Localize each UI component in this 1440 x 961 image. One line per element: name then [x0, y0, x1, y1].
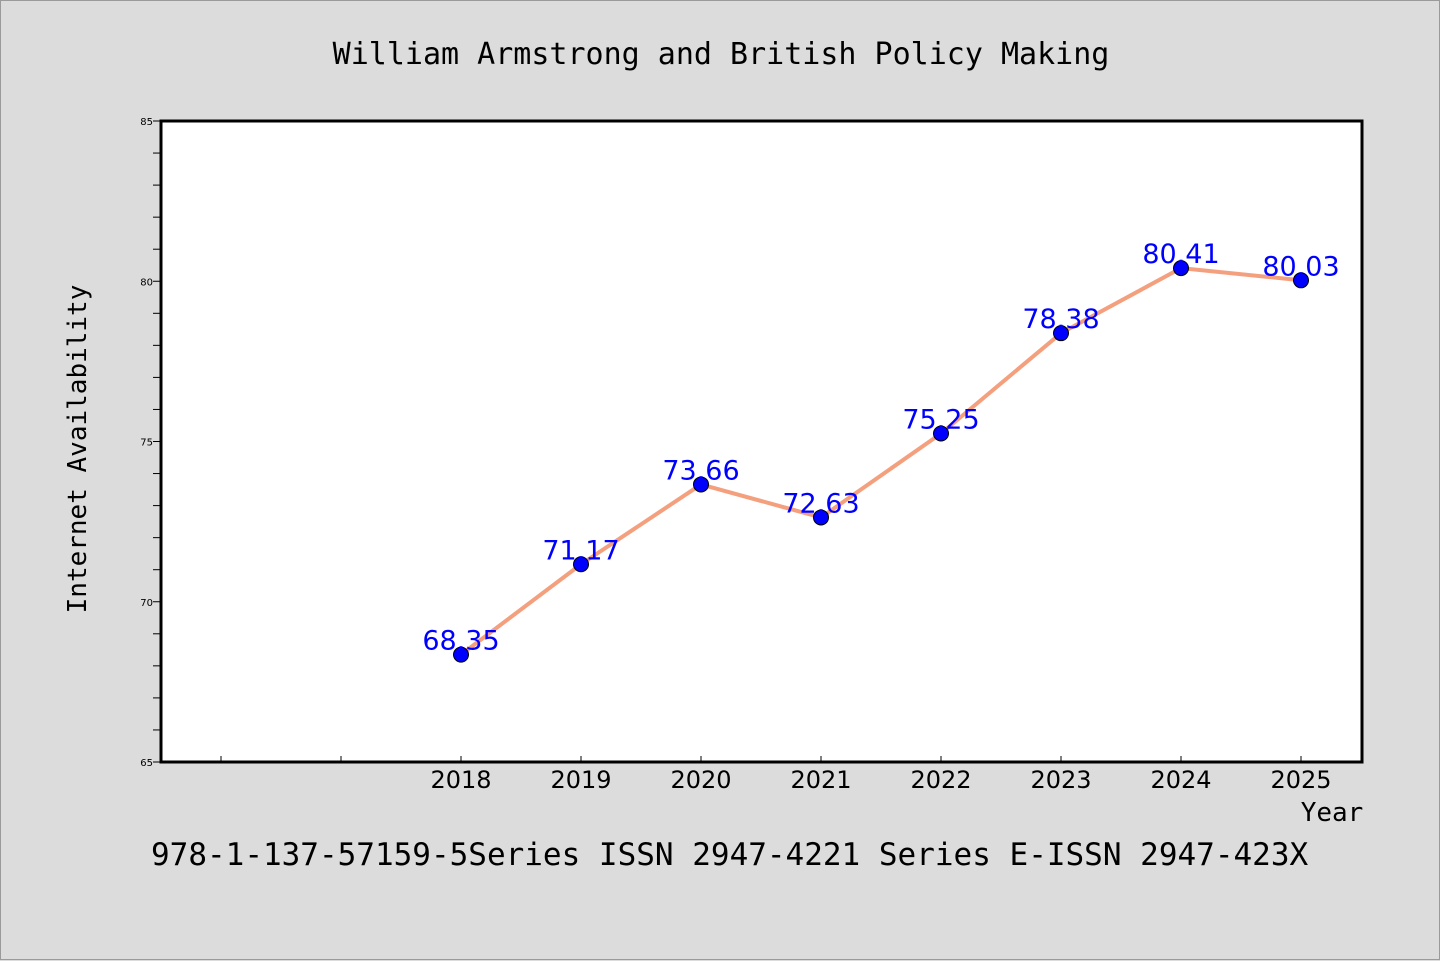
x-tick-label: 2022 [910, 766, 971, 794]
plot-frame [159, 119, 1364, 764]
footer-identifiers: 978-1-137-57159-5Series ISSN 2947-4221 S… [151, 837, 1308, 873]
y-tick-label: 80 [140, 277, 153, 288]
data-point-marker [813, 509, 829, 526]
x-axis-label: Year [1301, 798, 1364, 828]
x-tick-label: 2024 [1150, 766, 1211, 794]
data-label: 80.03 [1262, 251, 1339, 282]
data-label: 68.35 [422, 626, 499, 657]
data-label-layer: 68.35 71.17 73.66 72.63 75.25 78.38 80.41 80.03 [422, 239, 1339, 657]
data-label: 73.66 [662, 455, 739, 486]
x-tick-label: 2023 [1030, 766, 1091, 794]
y-axis-label: Internet Availability [63, 285, 93, 614]
x-tick-label: 2020 [670, 766, 731, 794]
data-point-marker [573, 556, 589, 573]
y-axis-ticks: 65 70 75 80 85 [140, 117, 161, 769]
data-point-marker [693, 476, 709, 493]
x-tick-label: 2021 [790, 766, 851, 794]
x-tick-label: 2018 [430, 766, 491, 794]
data-label: 78.38 [1022, 304, 1099, 335]
y-tick-label: 65 [140, 758, 153, 769]
data-point-marker [933, 425, 949, 442]
chart-title: William Armstrong and British Policy Mak… [333, 37, 1110, 72]
data-point-marker [1173, 260, 1189, 277]
plot-area [161, 121, 1362, 762]
data-label: 75.25 [902, 404, 979, 435]
data-label: 80.41 [1142, 239, 1219, 270]
data-label: 71.17 [542, 535, 619, 566]
data-point-marker [1053, 325, 1069, 342]
data-point-marker [453, 646, 469, 663]
y-tick-label: 70 [140, 598, 153, 609]
data-point-marker [1293, 272, 1309, 289]
x-tick-label: 2019 [550, 766, 611, 794]
y-tick-label: 75 [140, 438, 153, 449]
y-tick-label: 85 [140, 117, 153, 128]
series-layer [453, 260, 1309, 663]
data-label: 72.63 [782, 488, 859, 519]
x-axis-ticks: 2018 2019 2020 2021 2022 2023 2024 2025 [220, 756, 1332, 794]
series-line [459, 266, 1303, 657]
x-tick-label: 2025 [1270, 766, 1331, 794]
